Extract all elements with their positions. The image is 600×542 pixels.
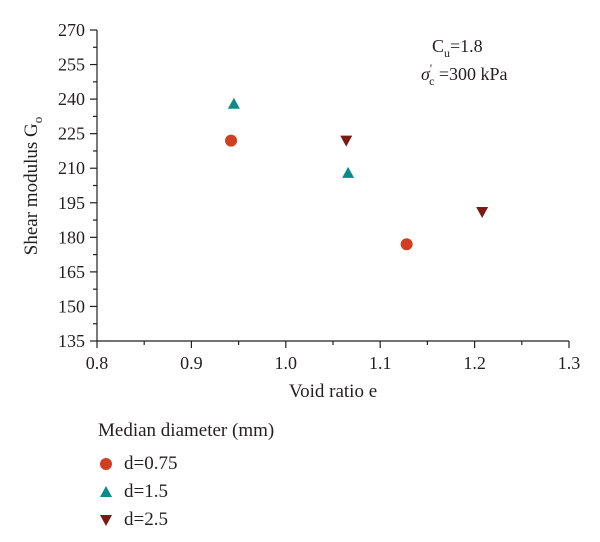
data-point-circle <box>225 134 238 147</box>
legend: Median diameter (mm) d=0.75 d=1.5 d=2.5 <box>98 420 274 534</box>
data-point-circle <box>400 238 413 251</box>
y-tick-label: 150 <box>58 296 85 316</box>
annotation-sigma: σ' c =300 kPa <box>421 61 508 88</box>
y-tick-label: 255 <box>58 55 85 75</box>
legend-item-d075: d=0.75 <box>98 450 274 478</box>
x-tick-label: 1.2 <box>463 353 486 373</box>
data-points <box>225 97 489 251</box>
y-tick-label: 135 <box>58 331 85 351</box>
legend-label-d075: d=0.75 <box>124 453 178 474</box>
legend-triangle-down <box>100 515 112 526</box>
x-tick-label: 0.8 <box>86 353 109 373</box>
y-tick-label: 225 <box>58 124 85 144</box>
x-axis-label: Void ratio e <box>289 381 377 400</box>
axes: 0.8 0.9 1.0 1.1 1.2 1.3 135 150 165 180 195 210 225 2… <box>58 20 580 373</box>
legend-item-d25: d=2.5 <box>98 506 274 534</box>
y-tick-label: 240 <box>58 89 85 109</box>
circle-marker-icon <box>100 458 112 470</box>
scatter-chart: 0.8 0.9 1.0 1.1 1.2 1.3 135 150 165 180 195 210 225 2… <box>21 20 580 400</box>
data-point-triangle-down <box>340 135 353 147</box>
x-tick-label: 1.0 <box>275 353 298 373</box>
legend-title: Median diameter (mm) <box>98 420 275 441</box>
y-tick-label: 165 <box>58 262 85 282</box>
y-tick-label: 270 <box>58 20 85 40</box>
x-tick-label: 1.3 <box>558 353 581 373</box>
legend-label-d15: d=1.5 <box>124 481 168 502</box>
annotation-cu: Cu=1.8 <box>432 36 483 60</box>
x-tick-label: 1.1 <box>369 353 392 373</box>
y-tick-label: 180 <box>58 227 85 247</box>
legend-circle <box>100 458 112 470</box>
legend-triangle-up <box>100 486 112 497</box>
x-tick-label: 0.9 <box>180 353 203 373</box>
data-point-triangle-up <box>227 97 240 109</box>
legend-item-d15: d=1.5 <box>98 478 274 506</box>
data-point-triangle-down <box>476 206 489 218</box>
triangle-up-marker-icon <box>100 486 112 497</box>
triangle-down-marker-icon <box>100 515 112 526</box>
y-axis-label: Shear modulus Go <box>21 117 45 255</box>
y-tick-label: 210 <box>58 158 85 178</box>
y-tick-label: 195 <box>58 193 85 213</box>
legend-label-d25: d=2.5 <box>124 509 168 530</box>
data-point-triangle-up <box>342 166 355 178</box>
